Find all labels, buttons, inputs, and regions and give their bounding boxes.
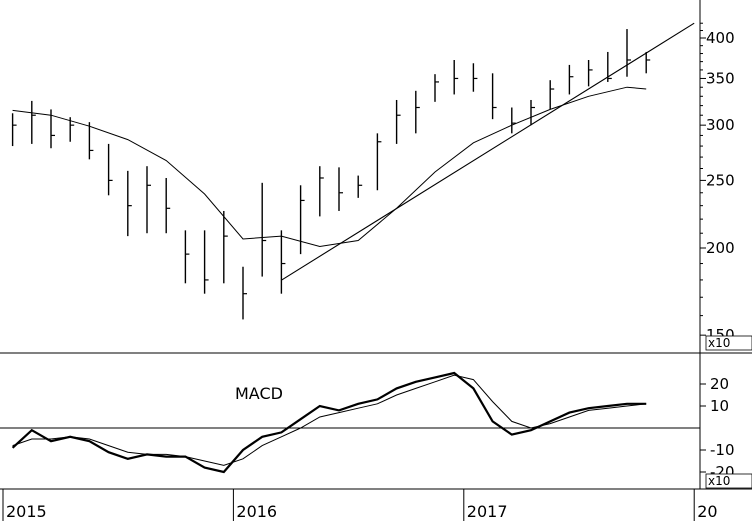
price-panel	[11, 22, 695, 320]
ohlc-bar	[376, 133, 382, 191]
macd-title: MACD	[235, 384, 283, 403]
price-tick-label: 400	[706, 29, 735, 47]
ohlc-bar	[184, 230, 190, 284]
price-multiplier-label: x10	[708, 336, 730, 350]
year-tick-label: 2016	[236, 502, 277, 521]
ohlc-bar	[415, 90, 420, 134]
year-tick-label: 2017	[467, 502, 508, 521]
ohlc-bar	[511, 107, 516, 134]
ohlc-bar	[645, 51, 651, 74]
ohlc-bar	[203, 230, 209, 294]
trend-line	[281, 22, 695, 281]
year-tick-label: 20	[697, 502, 717, 521]
ohlc-bar	[242, 266, 247, 320]
macd-multiplier-label: x10	[708, 474, 730, 488]
ohlc-bar	[587, 59, 593, 87]
macd-tick-label: 10	[710, 397, 729, 415]
macd-panel: MACD	[0, 371, 700, 474]
ohlc-bar	[165, 177, 171, 234]
moving-average-line	[12, 86, 647, 248]
ohlc-bar	[50, 109, 55, 149]
ohlc-bar	[395, 99, 401, 144]
ohlc-bar	[88, 122, 94, 160]
ohlc-bar	[607, 51, 612, 82]
ohlc-bar	[127, 170, 132, 237]
ohlc-bar	[568, 64, 574, 95]
macd-tick-label: -10	[710, 441, 735, 459]
price-tick-label: 200	[706, 239, 735, 257]
ohlc-bar	[530, 99, 535, 126]
ohlc-bar	[11, 113, 17, 147]
ohlc-bar	[107, 143, 113, 196]
ohlc-bar	[299, 185, 305, 255]
ohlc-bar	[549, 80, 555, 110]
ohlc-bar	[434, 74, 439, 102]
price-multiplier-box	[705, 335, 752, 351]
ohlc-bar	[69, 117, 75, 142]
ohlc-bar	[357, 175, 363, 198]
ohlc-bar	[280, 230, 286, 294]
year-tick-label: 2015	[6, 502, 47, 521]
price-tick-label: 350	[706, 69, 735, 87]
ohlc-bar	[453, 59, 459, 95]
macd-multiplier-box	[705, 473, 752, 489]
ohlc-bar	[491, 73, 497, 120]
ohlc-bar	[472, 63, 478, 92]
ohlc-bar	[31, 100, 36, 144]
ohlc-bar	[223, 210, 228, 284]
ohlc-bar	[338, 167, 343, 211]
ohlc-bar	[261, 182, 267, 277]
ohlc-bar	[626, 29, 631, 77]
macd-line	[11, 371, 647, 474]
ohlc-bar	[146, 166, 151, 234]
ohlc-bar	[319, 166, 324, 217]
price-tick-label: 300	[706, 116, 735, 134]
macd-tick-label: 20	[710, 375, 729, 393]
price-tick-label: 250	[706, 171, 735, 189]
